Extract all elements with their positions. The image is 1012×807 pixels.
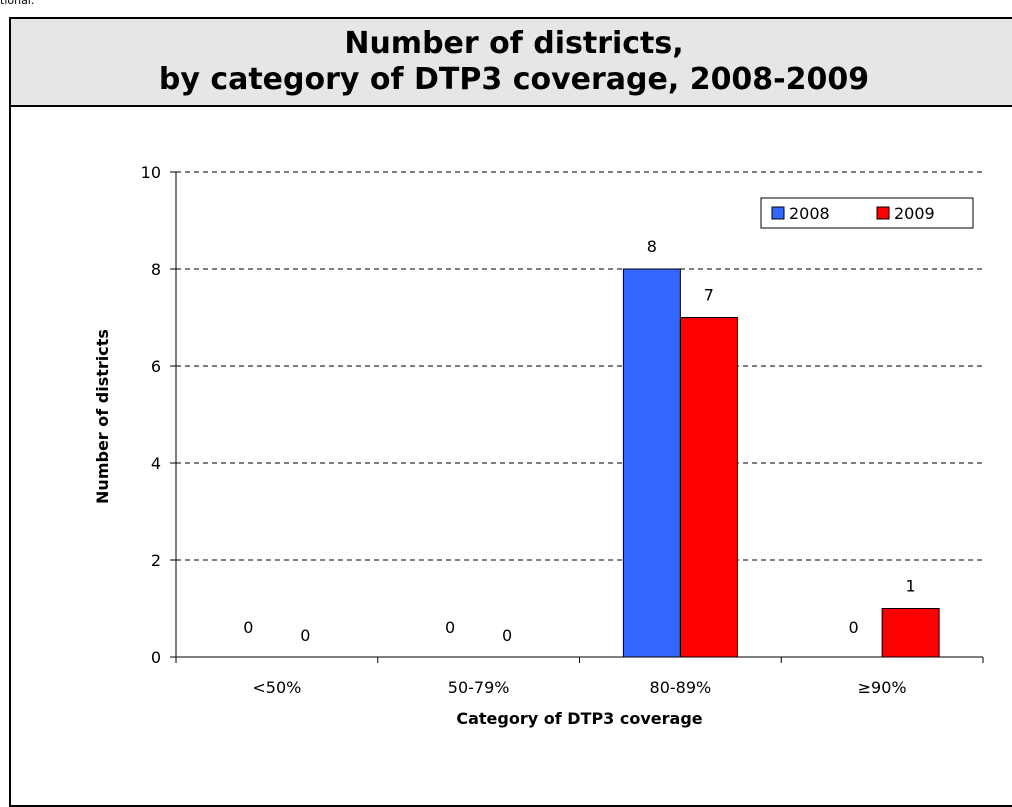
bar-2009 [881,608,940,658]
data-label: 8 [647,237,657,256]
x-tick-label: <50% [252,678,301,697]
legend-swatch-2009 [876,206,890,220]
data-label: 7 [704,286,714,305]
data-label: 0 [445,618,455,637]
data-label: 0 [300,626,310,645]
data-label: 0 [243,618,253,637]
legend-label: 2009 [894,204,935,223]
chart-title-line-2: by category of DTP3 coverage, 2008-2009 [158,62,870,97]
x-tick-label: ≥90% [858,678,907,697]
bar-2008 [622,268,681,658]
bar-2009 [679,317,738,658]
y-tick-label: 6 [151,357,161,376]
x-axis-title: Category of DTP3 coverage [456,709,702,728]
y-tick-label: 2 [151,551,161,570]
legend-label: 2008 [789,204,830,223]
x-tick-label: 50-79% [448,678,510,697]
data-label: 0 [849,618,859,637]
legend-box [760,197,974,229]
x-tick-label: 80-89% [650,678,712,697]
chart-header: Number of districts, by category of DTP3… [11,19,1012,107]
data-label: 0 [502,626,512,645]
y-tick-label: 0 [151,648,161,667]
y-axis-title: Number of districts [93,329,112,504]
data-label: 1 [906,577,916,596]
y-tick-label: 10 [141,163,161,182]
top-cropped-text: tional. [0,0,35,7]
y-tick-label: 4 [151,454,161,473]
legend-swatch-2008 [771,206,785,220]
y-tick-label: 8 [151,260,161,279]
chart-title-line-1: Number of districts, [344,26,684,61]
